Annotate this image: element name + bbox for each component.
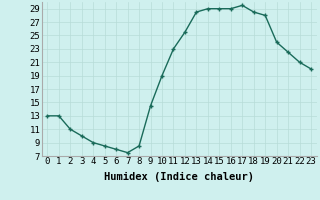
X-axis label: Humidex (Indice chaleur): Humidex (Indice chaleur) (104, 172, 254, 182)
